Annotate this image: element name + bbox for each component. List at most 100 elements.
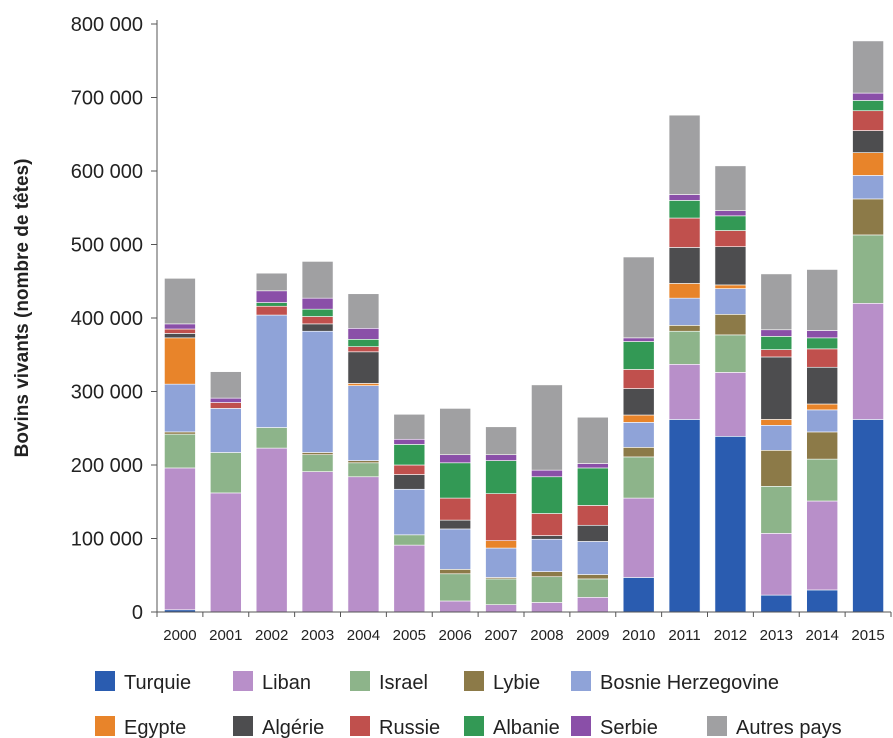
bar-segment	[668, 200, 701, 219]
bar-segment	[852, 130, 884, 153]
bar-segment	[347, 293, 380, 329]
bar-segment	[485, 547, 517, 578]
bar-segment	[852, 419, 884, 613]
bar-segment	[622, 414, 655, 423]
bar-segment	[760, 329, 793, 337]
legend-swatch	[95, 716, 115, 736]
bar-segment	[301, 471, 334, 613]
y-tick-label: 300 000	[71, 382, 143, 404]
bar-segment	[485, 578, 517, 605]
bar-segment	[255, 305, 288, 316]
bar-segment	[347, 383, 380, 386]
bar-segment	[760, 486, 793, 534]
bar-segment	[806, 330, 838, 339]
x-tick-label: 2015	[851, 627, 884, 644]
bar-segment	[347, 476, 380, 613]
bar-segment	[668, 363, 701, 420]
bar-segment	[301, 297, 334, 310]
axes-layer: 0 100 000 200 000 300 000 400 000 500 000 600 …	[12, 14, 892, 644]
y-tick-label: 200 000	[71, 455, 143, 477]
bar-segment	[668, 194, 701, 201]
bar-segment	[164, 433, 196, 469]
bar-segment	[714, 314, 747, 336]
bar-segment	[577, 463, 609, 469]
bar-segment	[714, 372, 747, 437]
bar-segment	[806, 431, 838, 460]
bar-segment	[622, 256, 655, 339]
bar-segment	[577, 541, 609, 575]
bar-segment	[210, 408, 242, 453]
bar-segment	[714, 215, 747, 231]
legend-label: Liban	[262, 672, 311, 694]
legend-swatch	[707, 716, 727, 736]
bar-segment	[301, 454, 334, 472]
bar-segment	[393, 413, 426, 440]
legend-label: Turquie	[124, 672, 191, 694]
bar-segment	[577, 505, 609, 526]
x-tick-label: 2005	[393, 627, 426, 644]
bar-segment	[760, 533, 793, 596]
bar-segment	[806, 366, 838, 405]
bar-segment	[760, 594, 793, 613]
bar-segment	[393, 544, 426, 613]
bar-segment	[164, 467, 196, 611]
y-tick-label: 800 000	[71, 14, 143, 36]
bar-segment	[577, 416, 609, 464]
legend-swatch	[464, 671, 484, 691]
bar-segment	[255, 427, 288, 449]
bar-segment	[485, 604, 517, 613]
bar-segment	[531, 469, 563, 478]
bar-segment	[852, 92, 884, 101]
bar-segment	[852, 175, 884, 200]
bar-segment	[301, 261, 334, 299]
x-tick-label: 2014	[806, 627, 839, 644]
bar-segment	[439, 408, 471, 456]
bar-segment	[164, 337, 196, 385]
x-tick-label: 2006	[439, 627, 472, 644]
bar-segment	[439, 528, 471, 570]
bar-segment	[714, 165, 747, 211]
bar-segment	[714, 246, 747, 286]
x-tick-label: 2012	[714, 627, 747, 644]
y-tick-label: 0	[132, 602, 143, 624]
bar-segment	[255, 272, 288, 292]
bar-segment	[347, 462, 380, 478]
x-tick-label: 2000	[163, 627, 196, 644]
bar-segment	[439, 462, 471, 499]
bar-segment	[852, 152, 884, 176]
bar-segment	[164, 278, 196, 325]
legend-swatch	[233, 671, 253, 691]
bar-segment	[806, 589, 838, 613]
bar-segment	[760, 273, 793, 331]
bar-segment	[439, 497, 471, 521]
bar-segment	[347, 339, 380, 347]
bar-segment	[164, 383, 196, 433]
legend-label: Serbie	[600, 717, 658, 738]
bar-segment	[393, 534, 426, 546]
bar-segment	[668, 297, 701, 326]
bar-segment	[347, 460, 380, 464]
legend-label: Albanie	[493, 717, 560, 738]
bar-segment	[852, 100, 884, 112]
bar-segment	[852, 302, 884, 420]
bar-segment	[760, 356, 793, 420]
legend: Turquie Liban Israel Lybie Bosnie Herzegovin…	[95, 671, 842, 738]
bar-segment	[668, 247, 701, 284]
x-tick-label: 2009	[576, 627, 609, 644]
bar-segment	[760, 449, 793, 487]
bar-segment	[301, 308, 334, 317]
x-tick-label: 2004	[347, 627, 380, 644]
bar-segment	[714, 436, 747, 613]
legend-label: Autres pays	[736, 717, 842, 738]
x-tick-label: 2001	[209, 627, 242, 644]
y-axis-title: Bovins vivants (nombre de têtes)	[12, 159, 33, 458]
bar-segment	[485, 460, 517, 494]
legend-label: Algérie	[262, 717, 324, 738]
bar-segment	[210, 452, 242, 494]
bar-segment	[714, 230, 747, 247]
bar-segment	[393, 474, 426, 490]
x-tick-label: 2002	[255, 627, 288, 644]
bar-segment	[577, 596, 609, 613]
bar-segment	[806, 409, 838, 433]
